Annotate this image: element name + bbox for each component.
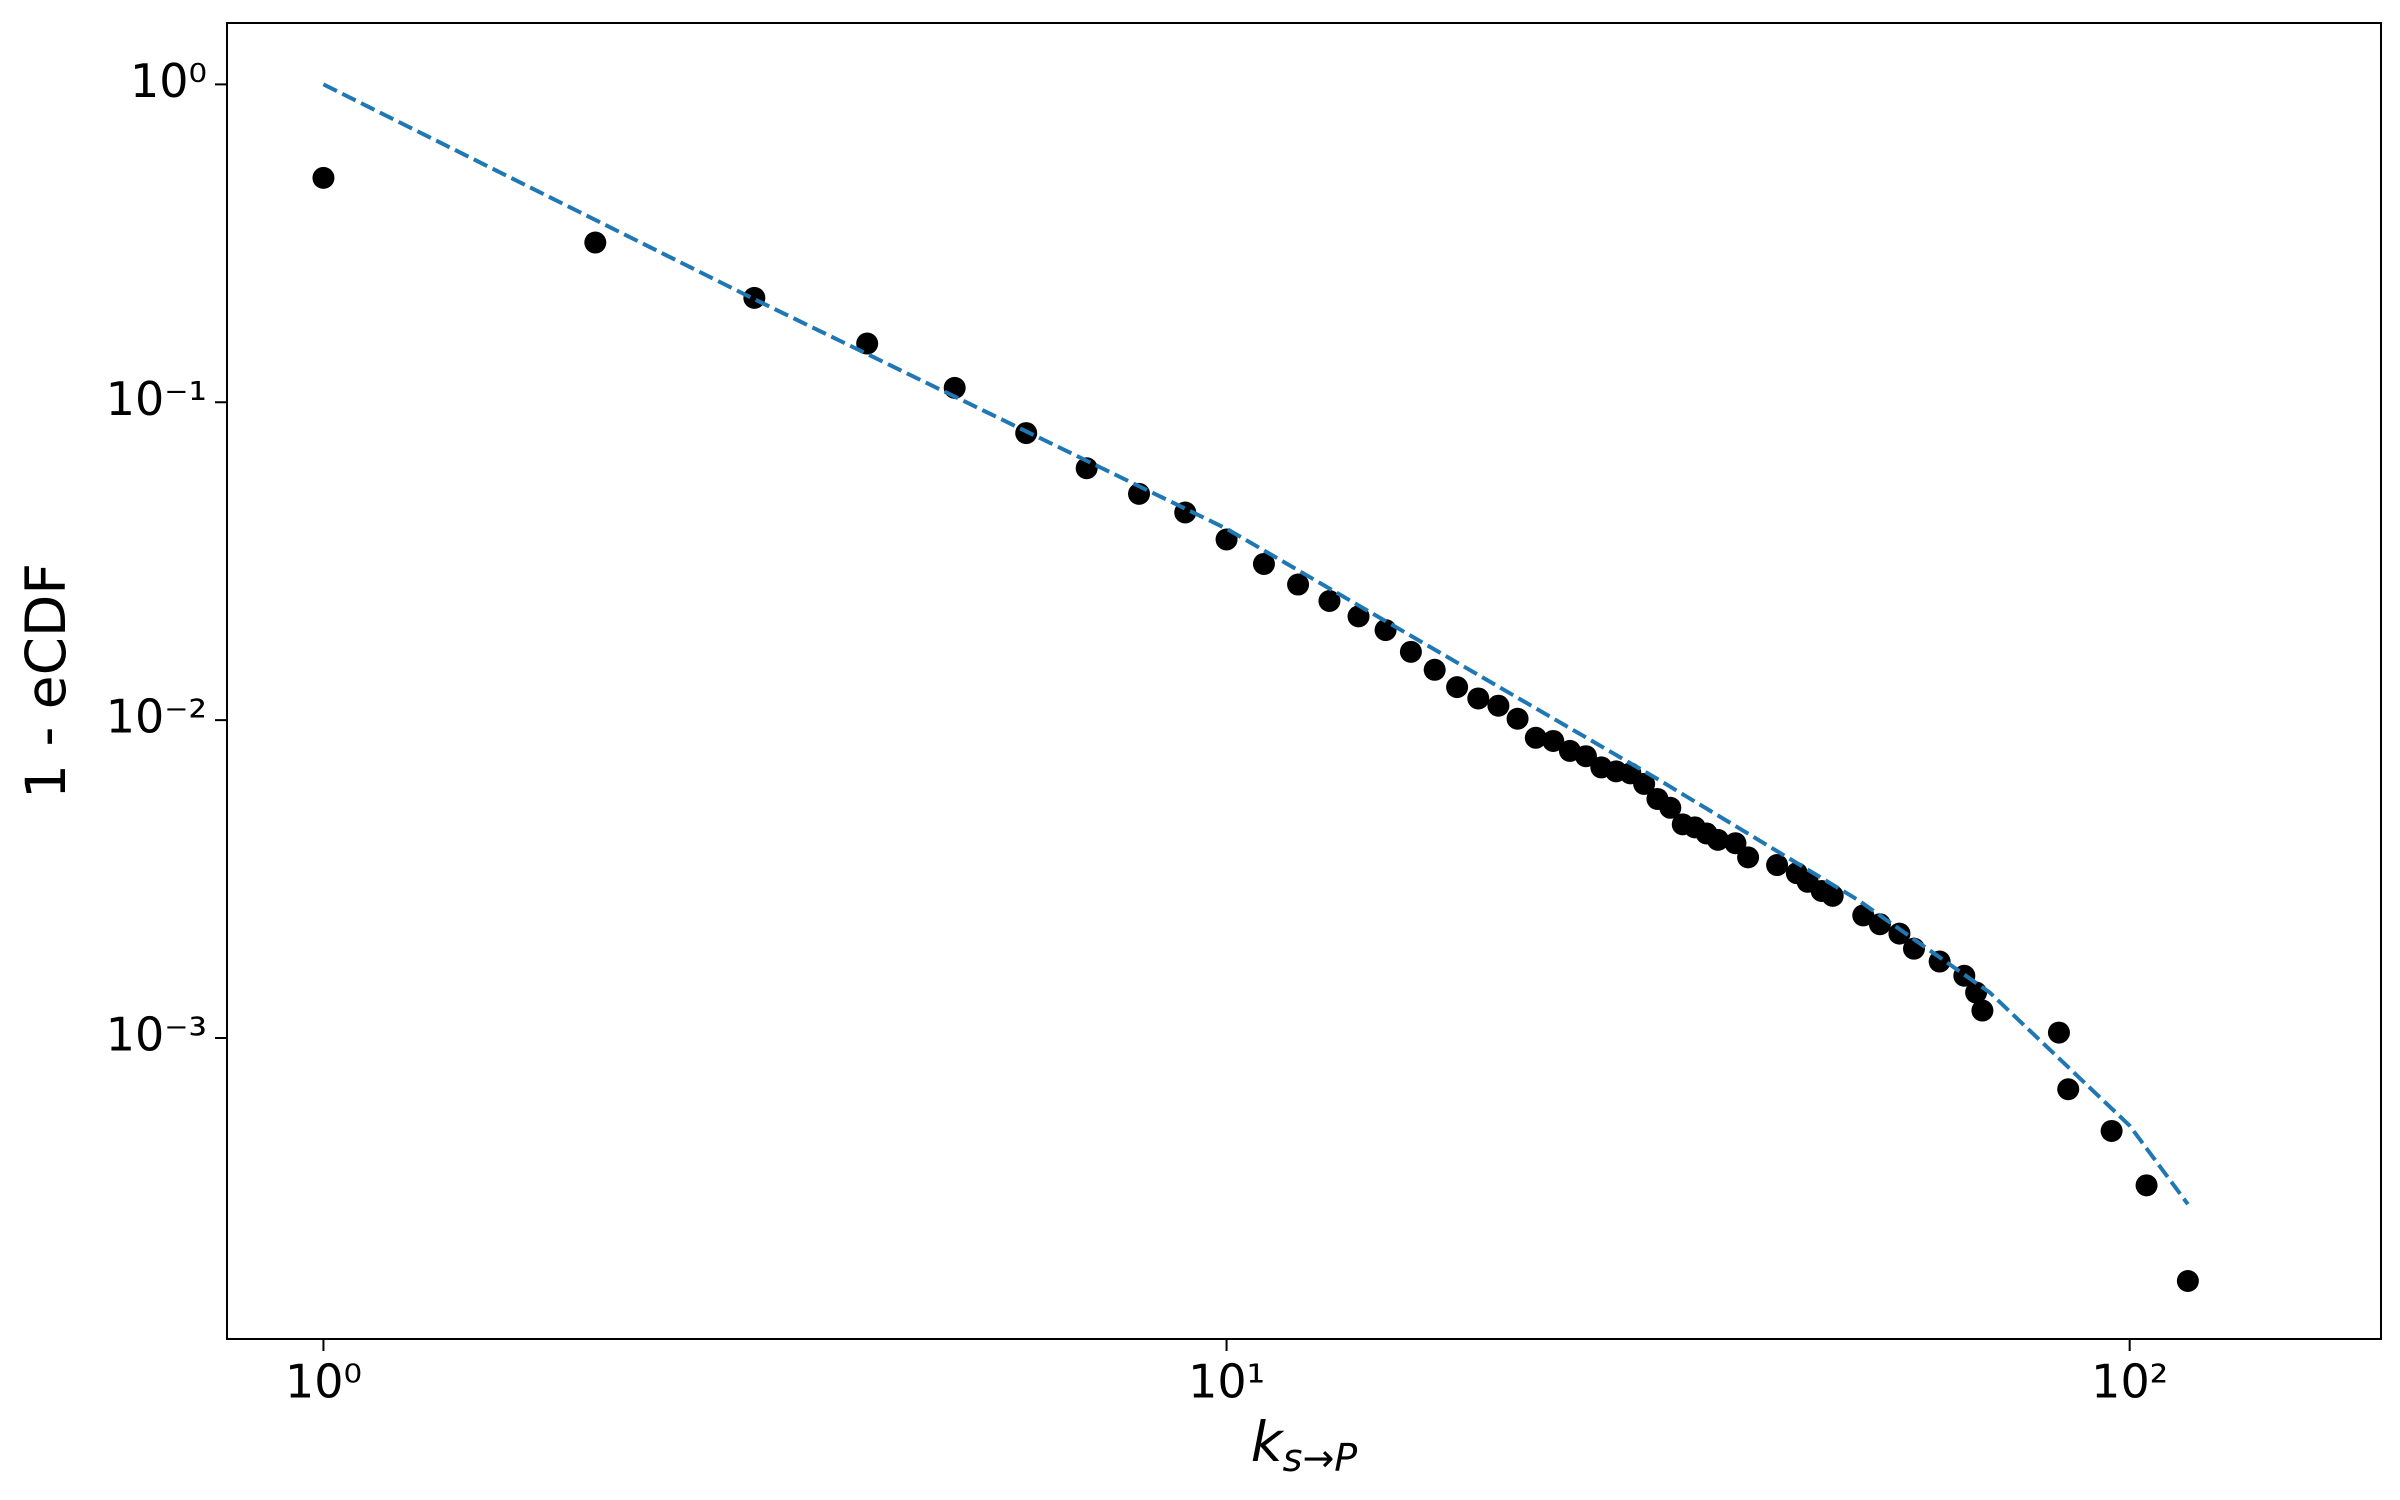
x-tick-label: 10⁰ (285, 1355, 362, 1409)
data-point (1487, 694, 1510, 717)
data-point (2100, 1119, 2123, 1142)
x-tick-label: 10² (2091, 1355, 2168, 1409)
data-point (312, 166, 335, 189)
plot-frame (226, 22, 2382, 1340)
data-point (1075, 457, 1098, 480)
data-point (743, 286, 766, 309)
data-point (1287, 573, 1310, 596)
data-point (2047, 1021, 2070, 1044)
data-point (1318, 590, 1341, 613)
data-point (1574, 745, 1597, 768)
data-point (1888, 922, 1911, 945)
x-tick-label: 10¹ (1188, 1355, 1265, 1409)
y-tick-label: 10⁰ (130, 54, 207, 108)
data-point (1971, 999, 1994, 1022)
data-point (584, 231, 607, 254)
data-point (1928, 950, 1951, 973)
x-axis-label-subscript: s→P (1283, 1436, 1358, 1480)
data-point (2135, 1174, 2158, 1197)
y-tick-label: 10⁻¹ (106, 372, 207, 426)
data-point (1542, 729, 1565, 752)
fit-line (322, 82, 2190, 1206)
data-point (2176, 1270, 2199, 1293)
data-point (1374, 619, 1397, 642)
data-point (1737, 846, 1760, 869)
data-point (1524, 726, 1547, 749)
y-tick-label: 10⁻³ (106, 1008, 207, 1062)
x-axis-label: ks→P (1251, 1410, 1357, 1479)
y-axis-label: 1 - eCDF (14, 563, 78, 799)
data-point (1347, 605, 1370, 628)
data-point (2057, 1078, 2080, 1101)
data-point (1633, 772, 1656, 795)
data-point (1446, 676, 1469, 699)
data-point (1399, 640, 1422, 663)
data-point (1821, 884, 1844, 907)
y-tick-label: 10⁻² (106, 690, 207, 744)
data-point (1506, 707, 1529, 730)
data-point (1706, 828, 1729, 851)
x-axis-label-base: k (1251, 1410, 1285, 1474)
data-point (1724, 832, 1747, 855)
data-point (856, 332, 879, 355)
data-point (1467, 687, 1490, 710)
data-point (1766, 854, 1789, 877)
data-point (1659, 796, 1682, 819)
data-point (1252, 552, 1275, 575)
data-point (1423, 658, 1446, 681)
